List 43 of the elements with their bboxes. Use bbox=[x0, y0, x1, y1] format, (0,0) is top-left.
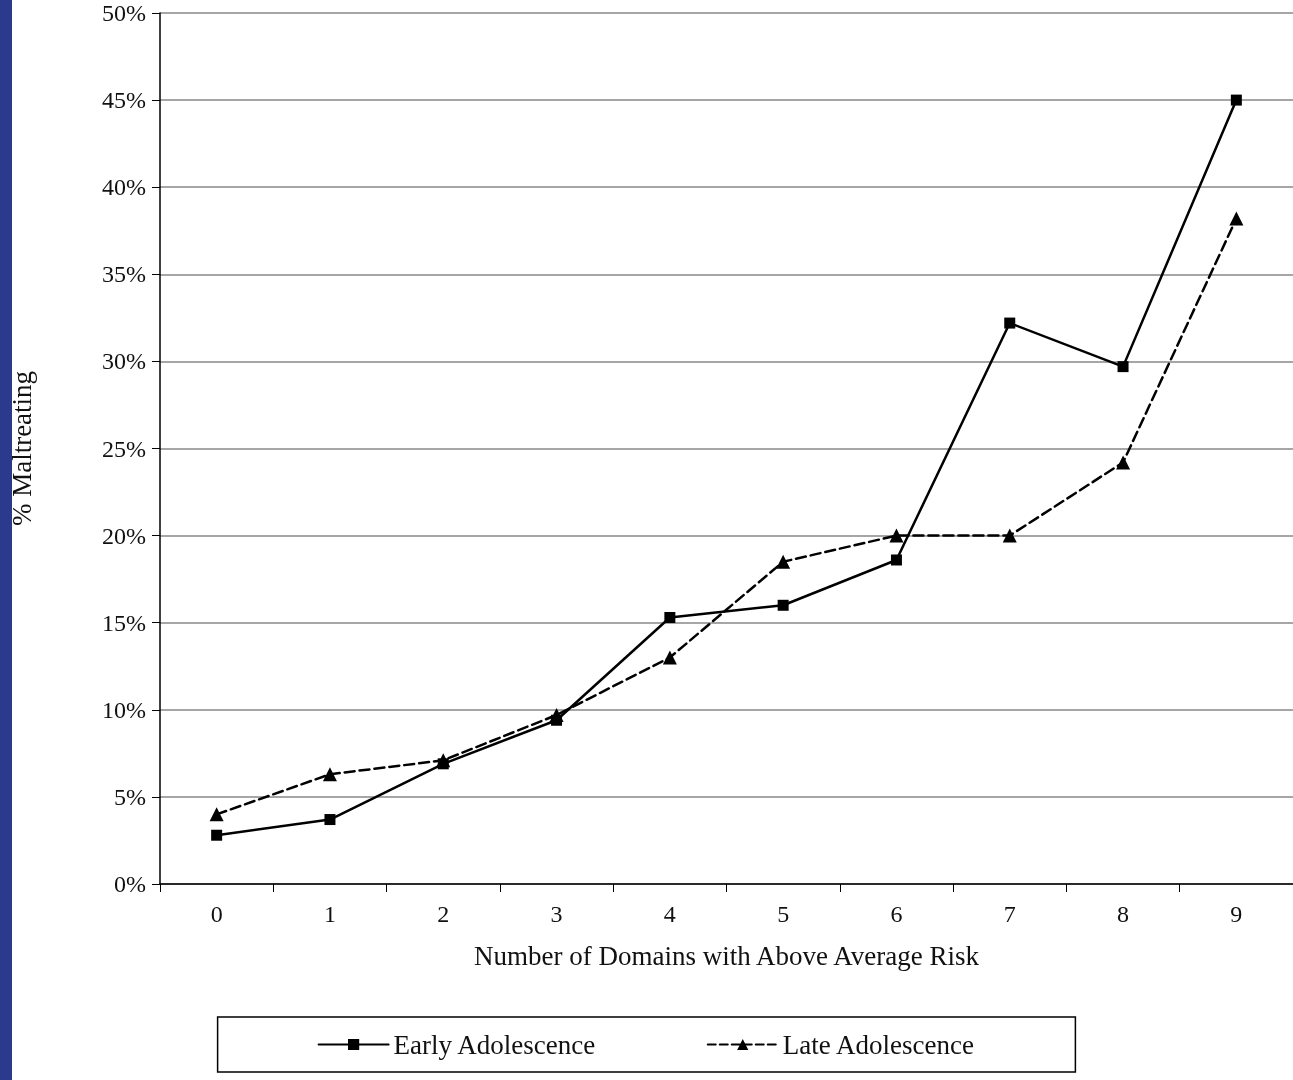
point bbox=[322, 767, 337, 782]
x-tick-label: 7 bbox=[1003, 901, 1016, 927]
legend-label: Early Adolescence bbox=[393, 1029, 596, 1060]
y-tick-label: 45% bbox=[102, 87, 146, 114]
point bbox=[890, 554, 902, 566]
x-tick-label: 4 bbox=[663, 901, 676, 927]
point bbox=[1230, 94, 1242, 106]
y-tick-label: 15% bbox=[102, 609, 146, 636]
point bbox=[211, 829, 223, 841]
point bbox=[1117, 361, 1129, 373]
x-axis-title: Number of Domains with Above Average Risk bbox=[474, 940, 980, 971]
point bbox=[324, 814, 336, 826]
point bbox=[1229, 211, 1244, 226]
point bbox=[662, 650, 677, 665]
point bbox=[889, 528, 904, 543]
x-tick-label: 8 bbox=[1117, 901, 1130, 927]
x-tick-label: 9 bbox=[1230, 901, 1243, 927]
point bbox=[777, 599, 789, 611]
point bbox=[551, 714, 563, 726]
x-tick-label: 3 bbox=[550, 901, 563, 927]
point bbox=[1116, 455, 1131, 470]
point bbox=[1002, 528, 1017, 543]
y-tick-label: 25% bbox=[102, 435, 146, 462]
x-tick-label: 0 bbox=[210, 901, 223, 927]
y-axis-title: % Maltreating bbox=[6, 370, 37, 527]
x-tick-label: 6 bbox=[890, 901, 903, 927]
y-tick-label: 35% bbox=[102, 261, 146, 288]
x-tick-label: 2 bbox=[437, 901, 450, 927]
point bbox=[776, 554, 791, 569]
point bbox=[664, 611, 676, 623]
legend-label: Late Adolescence bbox=[782, 1029, 974, 1060]
y-tick-label: 10% bbox=[102, 696, 146, 723]
y-tick-label: 20% bbox=[102, 522, 146, 549]
y-tick-label: 5% bbox=[114, 783, 146, 810]
x-tick-label: 1 bbox=[323, 901, 336, 927]
point bbox=[209, 807, 224, 822]
y-tick-label: 50% bbox=[102, 0, 146, 26]
y-tick-label: 40% bbox=[102, 174, 146, 201]
y-tick-label: 0% bbox=[114, 871, 146, 897]
y-tick-label: 30% bbox=[102, 348, 146, 375]
point bbox=[1004, 317, 1016, 329]
point bbox=[437, 758, 449, 770]
x-tick-label: 5 bbox=[777, 901, 790, 927]
